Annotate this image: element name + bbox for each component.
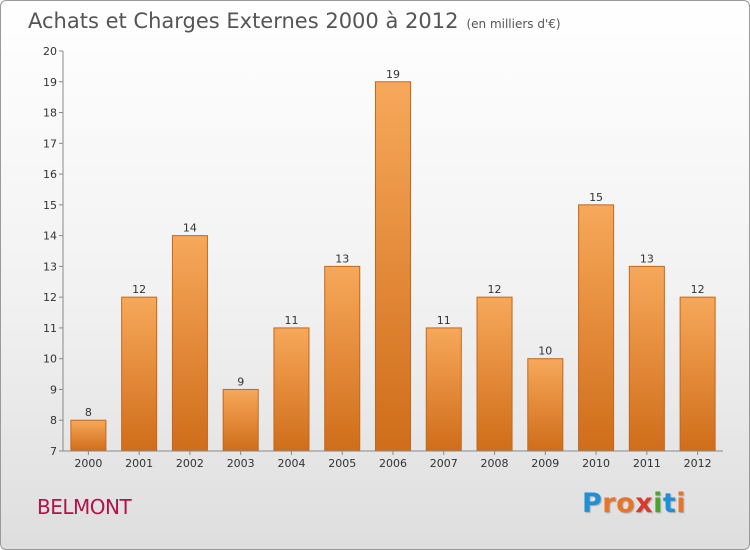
x-tick-label: 2000 — [74, 457, 102, 470]
x-tick-label: 2003 — [227, 457, 255, 470]
y-tick-label: 11 — [43, 322, 57, 335]
logo-letter: i — [676, 488, 687, 519]
bar-value-label: 10 — [538, 345, 552, 358]
bar-2001 — [121, 296, 158, 452]
x-tick-label: 2002 — [176, 457, 204, 470]
x-tick-label: 2006 — [379, 457, 407, 470]
bar-value-label: 15 — [589, 191, 603, 204]
x-tick-label: 2009 — [531, 457, 559, 470]
bar-2010 — [578, 204, 615, 452]
logo-letter: P — [582, 488, 603, 519]
bar-2004 — [273, 327, 310, 452]
x-tick-label: 2007 — [430, 457, 458, 470]
bar-value-label: 12 — [691, 283, 705, 296]
bar-value-label: 12 — [132, 283, 146, 296]
x-tick-label: 2010 — [582, 457, 610, 470]
x-tick-label: 2011 — [633, 457, 661, 470]
bar-2012 — [679, 296, 716, 452]
x-tick-label: 2001 — [125, 457, 153, 470]
y-tick-label: 7 — [50, 445, 57, 458]
y-tick-label: 9 — [50, 383, 57, 396]
bar-value-label: 14 — [183, 222, 197, 235]
logo-letter: r — [602, 488, 617, 519]
y-tick-label: 13 — [43, 260, 57, 273]
bar-2011 — [628, 265, 665, 452]
chart-title: Achats et Charges Externes 2000 à 2012 (e… — [28, 9, 561, 33]
bar-2009 — [527, 358, 564, 452]
proxiti-logo: Proxiti — [582, 488, 686, 519]
x-tick-label: 2008 — [481, 457, 509, 470]
logo-letter: t — [662, 488, 677, 519]
y-tick-label: 18 — [43, 107, 57, 120]
y-tick-label: 10 — [43, 353, 57, 366]
chart-title-text: Achats et Charges Externes 2000 à 2012 — [28, 9, 459, 33]
bar-value-label: 11 — [284, 314, 298, 327]
logo-letter: o — [616, 488, 636, 519]
chart-subtitle: (en milliers d'€) — [466, 17, 561, 31]
x-tick-label: 2004 — [277, 457, 305, 470]
town-name: BELMONT — [37, 495, 132, 519]
y-tick-label: 8 — [50, 414, 57, 427]
bar-value-label: 13 — [640, 252, 654, 265]
bar-value-label: 11 — [437, 314, 451, 327]
bar-value-label: 9 — [237, 375, 244, 388]
bar-2006 — [374, 81, 412, 452]
y-tick-label: 14 — [43, 230, 57, 243]
logo-letter: i — [653, 488, 663, 519]
bar-value-label: 8 — [85, 406, 92, 419]
bars: 8 12 14 9 11 13 19 11 12 10 15 13 12 — [70, 68, 716, 452]
bar-2007 — [425, 327, 462, 452]
bar-value-label: 13 — [335, 252, 349, 265]
x-tick-label: 2012 — [684, 457, 712, 470]
y-tick-label: 12 — [43, 291, 57, 304]
y-tick-label: 16 — [43, 168, 57, 181]
y-tick-label: 17 — [43, 137, 57, 150]
bar-value-label: 19 — [386, 68, 400, 81]
y-tick-label: 19 — [43, 76, 57, 89]
bar-2003 — [222, 388, 259, 452]
y-axis: 7 8 9 10 11 12 13 14 15 16 17 18 19 20 — [43, 45, 64, 458]
bar-2005 — [324, 265, 361, 452]
bar-2008 — [476, 296, 513, 452]
y-tick-label: 15 — [43, 199, 57, 212]
x-axis: 2000 2001 2002 2003 2004 2005 2006 2007 2008 2009… — [63, 450, 723, 470]
logo-letter: x — [635, 488, 654, 519]
y-tick-label: 20 — [43, 45, 57, 58]
x-tick-label: 2005 — [328, 457, 356, 470]
bar-value-label: 12 — [488, 283, 502, 296]
bar-2000 — [70, 419, 107, 452]
bar-2002 — [171, 235, 208, 452]
